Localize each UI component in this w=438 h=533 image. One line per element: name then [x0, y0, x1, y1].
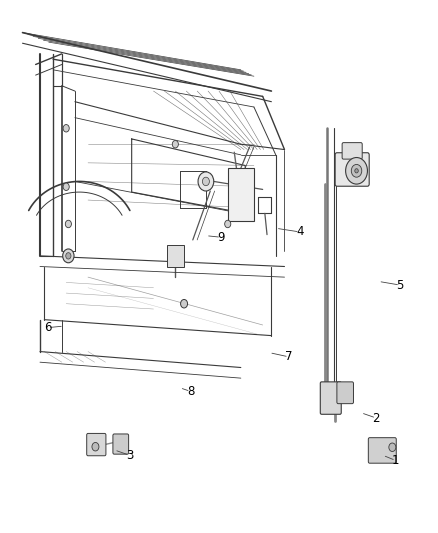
FancyBboxPatch shape [342, 143, 362, 159]
Circle shape [66, 253, 71, 259]
Circle shape [172, 141, 178, 148]
Text: 1: 1 [392, 454, 399, 467]
FancyBboxPatch shape [113, 434, 129, 454]
FancyBboxPatch shape [166, 245, 184, 266]
FancyBboxPatch shape [228, 168, 254, 221]
FancyBboxPatch shape [335, 153, 369, 186]
Circle shape [198, 172, 214, 191]
Circle shape [180, 300, 187, 308]
Text: 4: 4 [296, 225, 304, 238]
Circle shape [63, 125, 69, 132]
Text: 7: 7 [285, 350, 293, 364]
Text: 8: 8 [187, 385, 194, 398]
FancyBboxPatch shape [368, 438, 396, 463]
Text: 2: 2 [372, 411, 380, 424]
FancyBboxPatch shape [337, 382, 353, 403]
Text: 9: 9 [217, 231, 225, 244]
Circle shape [389, 443, 396, 451]
Circle shape [355, 168, 358, 173]
FancyBboxPatch shape [320, 382, 341, 414]
Circle shape [225, 220, 231, 228]
FancyBboxPatch shape [87, 433, 106, 456]
Circle shape [92, 442, 99, 451]
Circle shape [202, 177, 209, 185]
Circle shape [63, 249, 74, 263]
Circle shape [346, 158, 367, 184]
Text: 5: 5 [396, 279, 404, 292]
Circle shape [351, 165, 362, 177]
Circle shape [63, 183, 69, 190]
Text: 3: 3 [126, 449, 133, 462]
Text: 6: 6 [44, 321, 52, 334]
Circle shape [65, 220, 71, 228]
